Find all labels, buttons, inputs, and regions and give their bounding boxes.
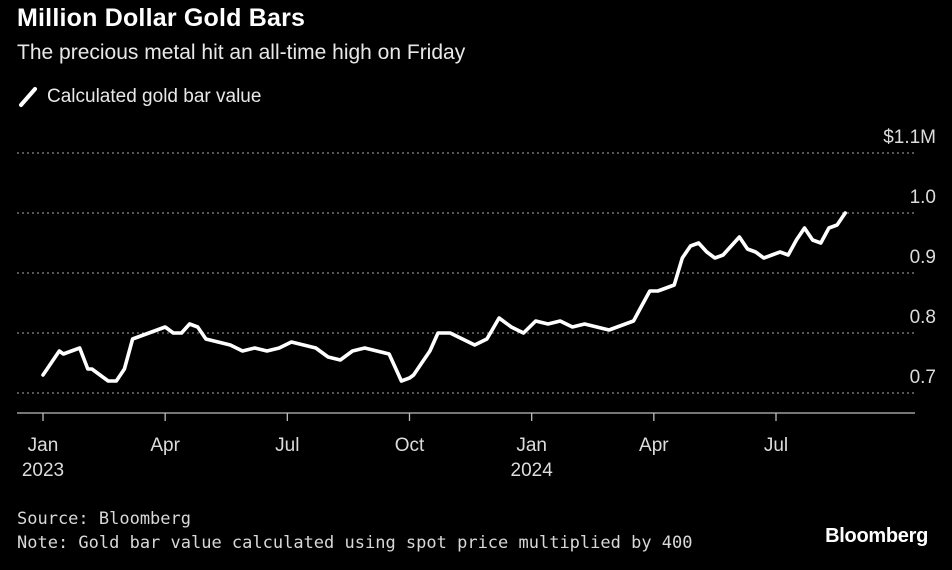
x-tick-label: Apr	[150, 435, 180, 456]
x-tick-label: Jan	[516, 435, 547, 456]
chart-title: Million Dollar Gold Bars	[17, 4, 306, 32]
x-tick-label: Jul	[275, 435, 299, 456]
x-tick-label: Oct	[395, 435, 425, 456]
y-tick-label: 1.0	[910, 187, 936, 208]
source-note: Source: Bloomberg	[17, 509, 191, 529]
y-tick-label: 0.8	[910, 307, 936, 328]
legend-label: Calculated gold bar value	[47, 86, 262, 107]
methodology-note: Note: Gold bar value calculated using sp…	[17, 533, 693, 553]
line-chart: 0.7 0.8 0.9 1.0 $1.1M Jan 2023 Apr Jul Oct Jan 2024…	[17, 127, 936, 481]
x-tick-year-label: 2024	[511, 460, 554, 481]
y-tick-label: $1.1M	[883, 127, 936, 148]
bloomberg-logo: Bloomberg	[825, 525, 928, 547]
y-tick-label: 0.7	[910, 367, 936, 388]
slash-line-icon	[19, 87, 37, 107]
x-tick-label: Apr	[639, 435, 669, 456]
chart-subtitle: The precious metal hit an all-time high …	[17, 41, 466, 64]
x-tick-year-label: 2023	[22, 460, 64, 481]
x-tick-label: Jan	[28, 435, 59, 456]
legend: Calculated gold bar value	[17, 84, 261, 110]
series-line-gold-bar-value	[41, 211, 848, 383]
x-tick-label: Jul	[764, 435, 788, 456]
y-tick-label: 0.9	[910, 247, 936, 268]
